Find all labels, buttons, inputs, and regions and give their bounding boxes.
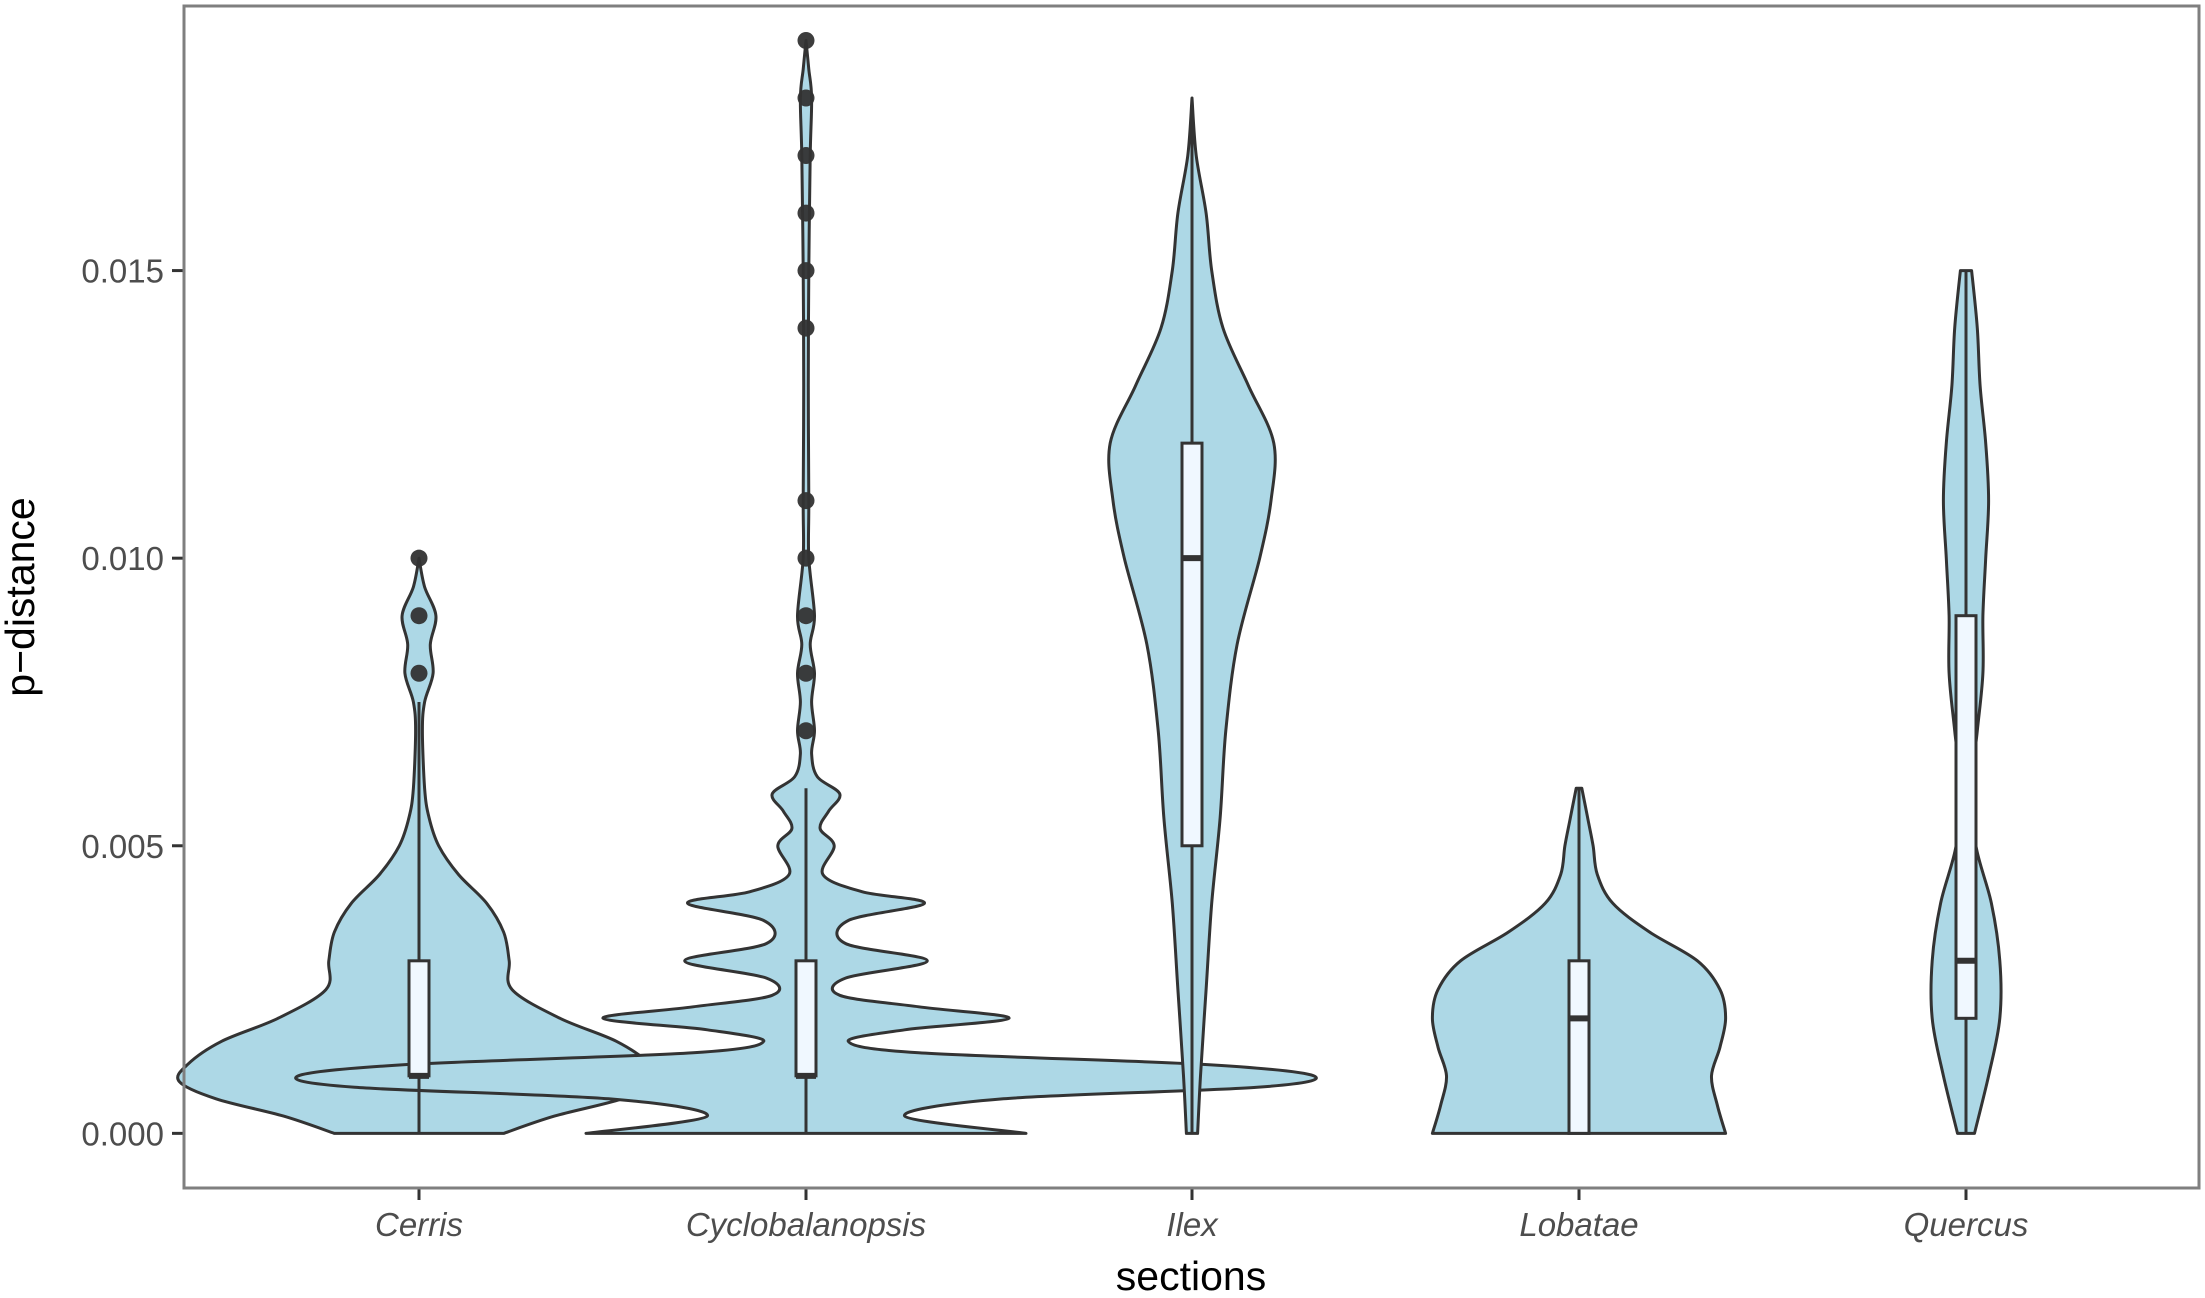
y-axis-title: p−distance <box>0 497 43 696</box>
outlier-point <box>410 664 428 682</box>
y-tick-label: 0.010 <box>81 540 164 577</box>
outlier-point <box>797 549 815 567</box>
outlier-point <box>797 722 815 740</box>
outlier-point <box>797 89 815 107</box>
x-axis: Cerris Cyclobalanopsis Ilex Lobatae Quercus <box>375 1188 2028 1243</box>
panel-border <box>182 4 2201 1190</box>
outlier-point <box>797 664 815 682</box>
outlier-point <box>797 204 815 222</box>
x-tick-label: Cyclobalanopsis <box>686 1206 926 1243</box>
outlier-layer <box>410 32 815 740</box>
outlier-point <box>797 147 815 165</box>
iqr-box <box>1180 441 1204 848</box>
iqr-box <box>1954 614 1978 1020</box>
outlier-point <box>410 607 428 625</box>
outlier-point <box>797 607 815 625</box>
outlier-point <box>797 319 815 337</box>
iqr-box <box>794 959 818 1078</box>
x-tick-label: Quercus <box>1904 1206 2029 1243</box>
y-tick-label: 0.000 <box>81 1115 164 1152</box>
x-axis-title: sections <box>1116 1253 1266 1298</box>
iqr-box <box>1567 959 1591 1135</box>
outlier-point <box>797 492 815 510</box>
x-tick-label: Cerris <box>375 1206 463 1243</box>
y-tick-label: 0.015 <box>81 253 164 290</box>
violin-layer <box>176 39 2003 1135</box>
y-tick-label: 0.005 <box>81 828 164 865</box>
x-tick-label: Ilex <box>1166 1206 1219 1243</box>
y-axis: 0.000 0.005 0.010 0.015 <box>81 253 184 1152</box>
x-tick-label: Lobatae <box>1519 1206 1638 1243</box>
boxplot-layer <box>407 98 1978 1135</box>
outlier-point <box>797 32 815 50</box>
iqr-box <box>407 959 431 1078</box>
outlier-point <box>410 549 428 567</box>
outlier-point <box>797 262 815 280</box>
